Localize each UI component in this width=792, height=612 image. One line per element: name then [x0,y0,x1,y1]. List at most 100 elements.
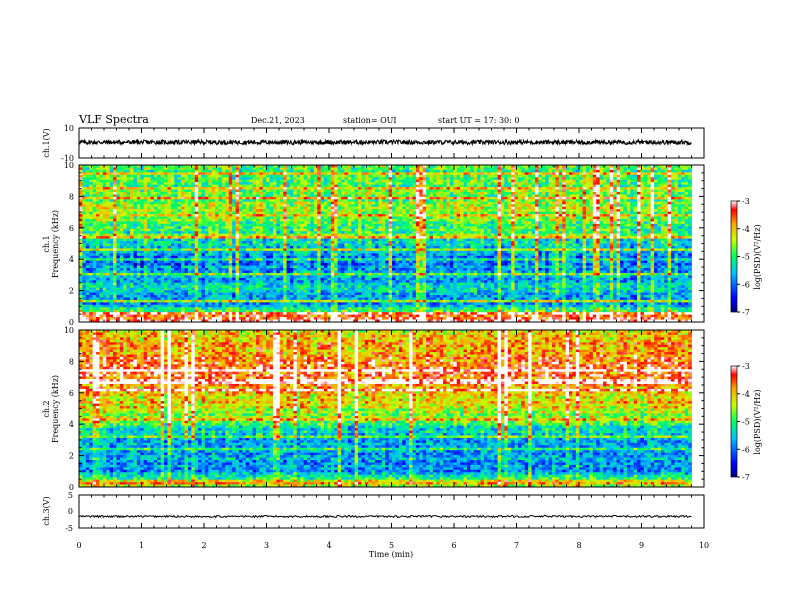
ch1-spectrogram-cell [406,177,410,180]
ch1-spectrogram-cell [344,185,348,188]
ch1-spectrogram-cell [378,167,382,170]
ch1-spectrogram-cell [429,187,433,190]
ch1-spectrogram-cell [293,170,297,173]
ch1-spectrogram-cell [225,187,229,190]
ch1-spectrogram-cell [297,167,301,170]
ch1-spectrogram-cell [338,177,342,180]
ch1-spectrogram-cell [620,175,624,178]
ch1-spectrogram-cell [293,182,297,185]
ch1-spectrogram-cell [426,180,430,183]
ch1-spectrogram-cell [355,187,359,190]
ch1-spectrogram-cell [443,175,447,178]
ch1-spectrogram-cell [368,190,372,193]
ch1-spectrogram-cell [600,170,604,173]
ch1-spectrogram-cell [549,180,553,183]
ch1-spectrogram-cell [450,167,454,170]
ch1-spectrogram-cell [623,177,627,180]
ch1-spectrogram-cell [253,180,257,183]
ch1-spectrogram-cell [688,170,692,173]
ch1-spectrogram-cell [566,172,570,175]
ch1-spectrogram-cell [586,182,590,185]
ch1-spectrogram-cell [79,177,83,180]
ch1-spectrogram-cell [521,175,525,178]
ch1-spectrogram-cell [395,190,399,193]
ch1-spectrogram-cell [419,170,423,173]
ch1-spectrogram-cell [596,185,600,188]
ch1-spectrogram-cell [392,182,396,185]
ch1-spectrogram-cell [130,187,134,190]
ch1-spectrogram-cell [222,177,226,180]
ch1-spectrogram-cell [569,187,573,190]
ch1-spectrogram-cell [195,190,199,193]
ch1-spectrogram-cell [368,185,372,188]
ch1-spectrogram-cell [300,177,304,180]
ch1-spectrogram-cell [389,182,393,185]
ch1-spectrogram-cell [688,177,692,180]
ch1-spectrogram-cell [406,187,410,190]
ch1-spectrogram-cell [229,172,233,175]
ch1-spectrogram-cell [161,170,165,173]
ch1-spectrogram-cell [634,180,638,183]
ch1-spectrogram-cell [123,180,127,183]
ch1-spectrogram-cell [253,175,257,178]
ch1-spectrogram-cell [623,170,627,173]
ch1-spectrogram-cell [116,177,120,180]
ch1-spectrogram-cell [304,185,308,188]
ch1-spectrogram-cell [426,185,430,188]
ch1-spectrogram-cell [671,175,675,178]
ch1-spectrogram-cell [416,187,420,190]
ch1-spectrogram-cell [378,190,382,193]
ch1-spectrogram-cell [283,170,287,173]
ch1-spectrogram-cell [671,167,675,170]
ch1-spectrogram-cell [157,170,161,173]
ch1-spectrogram-cell [385,175,389,178]
ch1-spectrogram-cell [150,190,154,193]
ch1-spectrogram-cell [494,167,498,170]
ch1-spectrogram-cell [167,167,171,170]
ch1-spectrogram-cell [620,187,624,190]
ch1-spectrogram-cell [314,187,318,190]
ch1-spectrogram-cell [586,185,590,188]
ch1-spectrogram-cell [246,190,250,193]
ch1-spectrogram-cell [300,172,304,175]
ch1-spectrogram-cell [436,187,440,190]
ch1-spectrogram-cell [205,185,209,188]
ch1-spectrogram-cell [253,170,257,173]
ch1-spectrogram-cell [242,175,246,178]
ch1-spectrogram-cell [324,185,328,188]
ch1-spectrogram-cell [613,187,617,190]
ch1-spectrogram-cell [681,185,685,188]
ch1-spectrogram-cell [351,170,355,173]
ch1-spectrogram-cell [103,187,107,190]
ch1-spectrogram-cell [314,182,318,185]
ch1-spectrogram-cell [491,170,495,173]
ch1-spectrogram-cell [327,190,331,193]
ch1-spectrogram-cell [219,182,223,185]
ch1-spectrogram-cell [236,170,240,173]
ch1-spectrogram-cell [501,172,505,175]
ch1-spectrogram-cell [297,175,301,178]
ch1-spectrogram-cell [566,187,570,190]
ch1-spectrogram-cell [334,170,338,173]
ch1-spectrogram-cell [504,185,508,188]
ch1-spectrogram-cell [644,167,648,170]
ch1-spectrogram-cell [191,180,195,183]
ch1-spectrogram-cell [188,182,192,185]
ch1-spectrogram-cell [477,167,481,170]
ch1-spectrogram-cell [671,170,675,173]
ch1-spectrogram-cell [678,167,682,170]
ch1-spectrogram-cell [273,167,277,170]
ch1-spectrogram-cell [460,170,464,173]
ch1-spectrogram-cell [481,185,485,188]
ch1-spectrogram-cell [208,190,212,193]
ch1-spectrogram-cell [569,182,573,185]
ch1-spectrogram-cell [184,190,188,193]
ch1-spectrogram-cell [647,167,651,170]
ch1-spectrogram-cell [321,172,325,175]
ch1-spectrogram-cell [481,175,485,178]
ch1-spectrogram-cell [181,180,185,183]
ch1-spectrogram-cell [640,182,644,185]
ch1-spectrogram-cell [324,170,328,173]
ch1-spectrogram-cell [120,185,124,188]
ch1-spectrogram-cell [477,185,481,188]
